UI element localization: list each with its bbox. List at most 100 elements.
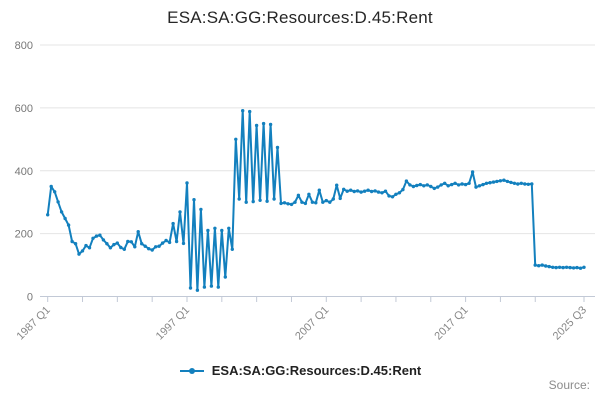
series-point <box>272 197 276 201</box>
series-point <box>540 263 544 267</box>
series-point <box>122 247 127 251</box>
series-point <box>509 180 513 185</box>
series-point <box>80 249 85 253</box>
series-point <box>115 241 120 245</box>
chart-legend: ESA:SA:GG:Resources:D.45:Rent <box>0 363 600 378</box>
series-point <box>408 183 412 187</box>
series-point <box>432 186 436 191</box>
series-point <box>216 285 220 289</box>
series-point <box>352 189 356 194</box>
chart-title: ESA:SA:GG:Resources:D.45:Rent <box>167 8 433 27</box>
series-point <box>383 189 388 193</box>
series-point <box>502 178 506 182</box>
series-point <box>56 200 60 204</box>
series-point <box>293 200 297 204</box>
series-point <box>268 122 273 127</box>
series-point <box>46 213 50 217</box>
series-point <box>129 240 133 244</box>
series-point <box>335 183 339 187</box>
series-point <box>223 275 227 279</box>
series-point <box>314 201 318 205</box>
series-point <box>143 244 147 248</box>
series-point <box>387 194 391 198</box>
series-point <box>171 221 175 226</box>
series-point <box>167 240 172 245</box>
series-point <box>213 226 217 230</box>
series-point <box>49 184 53 189</box>
series-point <box>303 201 308 206</box>
series-point <box>366 188 370 192</box>
series-point <box>70 239 74 244</box>
legend-item[interactable]: ESA:SA:GG:Resources:D.45:Rent <box>179 363 421 378</box>
series-point <box>470 170 475 174</box>
series-point <box>254 123 259 128</box>
series-point <box>369 189 374 194</box>
series-point <box>474 185 478 189</box>
series-point <box>533 263 537 267</box>
series-point <box>174 239 179 244</box>
series-point <box>241 109 245 113</box>
series-point <box>488 181 492 185</box>
series-point <box>84 243 88 248</box>
series-point <box>91 236 95 240</box>
series-point <box>154 245 158 249</box>
series-point <box>582 265 586 269</box>
series-point <box>359 190 363 194</box>
series-point <box>188 286 193 290</box>
series-point <box>436 185 440 189</box>
series-point <box>300 200 304 204</box>
y-tick-label: 600 <box>15 103 33 115</box>
series-point <box>66 223 71 227</box>
series-point <box>261 121 266 126</box>
series-point <box>467 181 471 185</box>
series-point <box>446 184 450 188</box>
x-tick-label: 1997 Q1 <box>154 304 192 342</box>
series-point <box>443 181 447 185</box>
series-point <box>63 216 67 221</box>
series-point <box>307 192 311 196</box>
series-point <box>112 242 116 247</box>
series-point <box>519 181 523 185</box>
series-point <box>404 179 409 183</box>
series-point <box>248 109 252 114</box>
series-point <box>415 183 419 188</box>
series-point <box>551 265 555 269</box>
series-point <box>310 200 315 204</box>
series-point <box>498 179 503 183</box>
series-point <box>206 228 210 233</box>
series-point <box>380 191 384 195</box>
series-point <box>526 182 530 186</box>
series-point <box>251 199 255 204</box>
series-point <box>185 181 189 185</box>
series-point <box>258 198 262 202</box>
series-point <box>331 197 335 201</box>
series-point <box>202 285 207 289</box>
series-point <box>289 202 294 207</box>
series-point <box>230 247 234 251</box>
series-point <box>157 244 161 248</box>
series-point <box>376 190 381 194</box>
y-tick-label: 0 <box>27 292 33 304</box>
y-tick-label: 800 <box>15 40 33 52</box>
x-tick-label: 2025 Q3 <box>551 304 589 342</box>
series-point <box>136 230 140 234</box>
series-point <box>557 265 562 269</box>
series-point <box>418 182 422 187</box>
x-tick-label: 2007 Q1 <box>293 304 331 342</box>
series-line <box>46 109 585 292</box>
series-point <box>282 201 287 205</box>
source-label: Source: <box>548 378 590 392</box>
series-point <box>362 189 367 193</box>
x-tick-label: 2017 Q1 <box>432 304 470 342</box>
series-point <box>77 252 81 256</box>
series-point <box>94 234 99 238</box>
series-point <box>279 201 283 206</box>
series-point <box>126 239 130 244</box>
series-point <box>345 189 349 193</box>
series-point <box>484 181 489 185</box>
series-point <box>160 241 165 245</box>
series-point <box>73 242 78 246</box>
series-point <box>411 184 416 189</box>
